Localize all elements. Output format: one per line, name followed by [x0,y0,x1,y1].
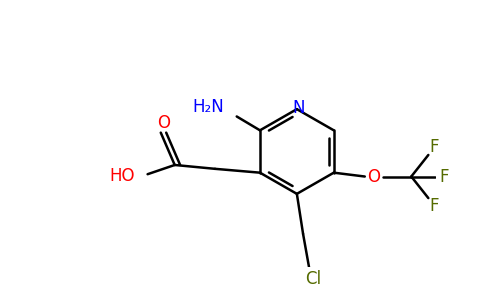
Text: H₂N: H₂N [193,98,224,116]
Text: O: O [367,167,380,185]
Text: F: F [430,197,439,215]
Text: F: F [430,138,439,156]
Text: HO: HO [110,167,135,185]
Text: N: N [292,99,304,117]
Text: F: F [439,167,449,185]
Text: O: O [157,114,170,132]
Text: Cl: Cl [305,270,321,288]
